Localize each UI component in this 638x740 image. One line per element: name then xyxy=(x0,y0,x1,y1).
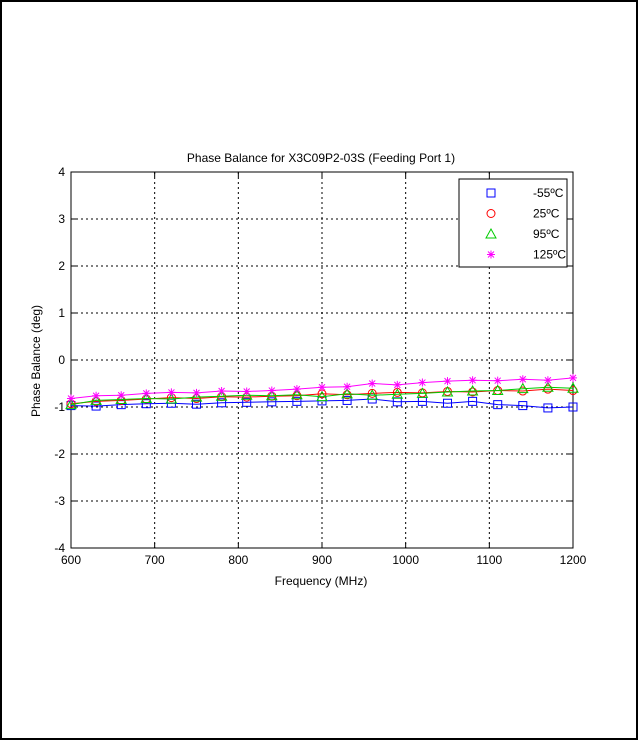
y-tick-label: -2 xyxy=(54,447,65,461)
plot-area: 600 700 800 900 1000 1100 1200 -4 -3 -2 -1 0 1 2 3 4 -55… xyxy=(54,165,586,567)
data-point xyxy=(569,373,577,382)
series-star xyxy=(67,373,577,403)
x-axis-label: Frequency (MHz) xyxy=(275,574,368,588)
legend-label: -55ºC xyxy=(533,186,564,200)
data-point xyxy=(142,389,151,398)
x-tick-label: 1000 xyxy=(392,553,419,567)
series-triangle xyxy=(65,381,579,410)
data-point xyxy=(217,387,226,396)
data-point xyxy=(493,376,502,385)
data-point xyxy=(493,400,503,410)
data-point xyxy=(117,391,126,400)
legend-marker xyxy=(486,188,496,198)
data-point xyxy=(65,398,77,410)
x-tick-label: 800 xyxy=(228,553,248,567)
data-point xyxy=(468,376,477,385)
data-point xyxy=(393,380,402,389)
y-tick-label: -3 xyxy=(54,494,65,508)
y-tick-label: -1 xyxy=(54,400,65,414)
data-point xyxy=(518,375,527,384)
data-point xyxy=(466,384,479,396)
data-point xyxy=(165,392,178,404)
data-point xyxy=(291,388,303,400)
y-axis-label: Phase Balance (deg) xyxy=(29,305,43,417)
data-point xyxy=(318,383,326,392)
data-point xyxy=(292,385,301,394)
data-point xyxy=(215,390,228,401)
data-point xyxy=(192,399,201,409)
legend-label: 25ºC xyxy=(533,207,560,221)
y-tick-label: 2 xyxy=(58,259,65,273)
data-point xyxy=(217,398,227,408)
data-point xyxy=(242,387,251,396)
data-point xyxy=(292,396,302,406)
data-point xyxy=(190,391,203,402)
data-point xyxy=(141,399,151,409)
data-point xyxy=(140,392,153,404)
data-point xyxy=(242,397,252,407)
data-point xyxy=(441,385,454,397)
data-point xyxy=(167,388,176,397)
y-tick-label: 3 xyxy=(58,212,65,226)
data-point xyxy=(491,384,504,396)
data-point xyxy=(92,391,101,400)
data-point xyxy=(443,398,452,408)
data-point xyxy=(267,397,277,407)
legend-marker xyxy=(487,250,495,259)
data-point xyxy=(67,394,75,403)
x-tick-label: 900 xyxy=(312,553,332,567)
legend-marker xyxy=(485,227,497,239)
data-point xyxy=(418,378,427,387)
series-line xyxy=(70,386,574,406)
data-point xyxy=(192,388,201,397)
x-tick-label: 600 xyxy=(61,553,81,567)
data-point xyxy=(90,394,102,405)
chart-title: Phase Balance for X3C09P2-03S (Feeding P… xyxy=(187,151,455,165)
x-tick-label: 700 xyxy=(145,553,165,567)
data-point xyxy=(341,387,353,399)
data-point xyxy=(416,387,429,398)
data-point xyxy=(543,376,552,385)
x-tick-label: 1100 xyxy=(476,553,502,567)
data-point xyxy=(567,382,579,393)
legend-box xyxy=(458,178,568,268)
data-point xyxy=(115,393,128,404)
data-point xyxy=(468,387,478,397)
data-point xyxy=(391,388,404,399)
data-point xyxy=(542,381,554,392)
data-point xyxy=(568,402,578,412)
x-tick-label: 1200 xyxy=(560,553,587,567)
data-point xyxy=(368,379,377,388)
data-point xyxy=(265,389,278,401)
data-point xyxy=(468,396,478,406)
data-point xyxy=(342,395,352,405)
data-point xyxy=(240,389,253,400)
y-tick-label: 4 xyxy=(58,165,65,179)
legend-label: 95ºC xyxy=(533,227,560,241)
data-point xyxy=(91,401,101,411)
y-tick-label: -4 xyxy=(54,541,65,555)
legend-label: 125ºC xyxy=(533,248,566,262)
data-point xyxy=(316,390,328,402)
data-point xyxy=(518,401,528,411)
y-tick-label: 1 xyxy=(58,306,65,320)
data-point xyxy=(343,382,352,391)
data-point xyxy=(366,389,379,400)
y-tick-label: 0 xyxy=(58,353,65,367)
legend: -55ºC 25ºC 95ºC 125ºC xyxy=(458,178,568,268)
legend-marker xyxy=(486,209,496,218)
data-point xyxy=(516,382,529,394)
data-point xyxy=(543,403,553,413)
data-point xyxy=(443,377,452,386)
data-point xyxy=(267,386,276,395)
